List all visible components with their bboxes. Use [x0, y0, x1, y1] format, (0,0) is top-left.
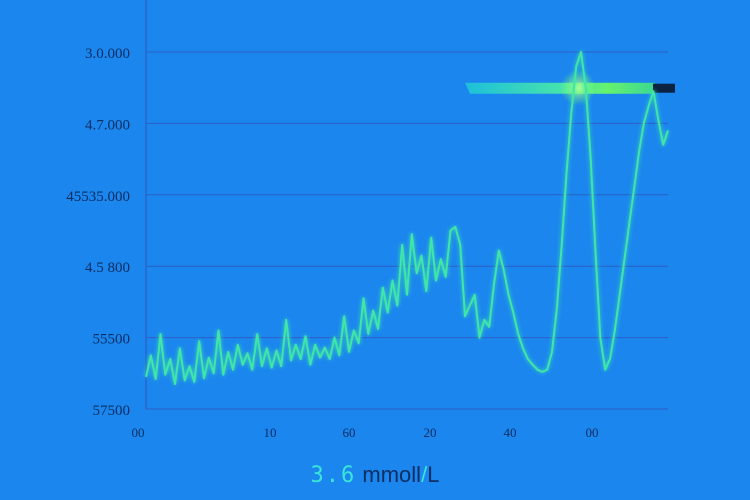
y-tick-label-5: 57500: [93, 403, 131, 419]
readout-unit: mmoll: [362, 462, 422, 487]
glucose-readout: 3.6 mmoll/L: [0, 462, 750, 488]
y-tick-label-1: 4.7.000: [85, 117, 130, 133]
x-tick-label-2: 60: [343, 425, 356, 440]
readout-value: 3.6: [310, 463, 357, 488]
highlight-bar-cap: [653, 83, 675, 93]
x-tick-label-0: 00: [132, 425, 145, 440]
x-tick-label-5: 00: [586, 425, 599, 440]
y-tick-label-3: 4.5 800: [85, 260, 130, 276]
x-tick-label-4: 40: [504, 425, 517, 440]
series-line: [145, 51, 669, 385]
readout-unit-tail: L: [427, 462, 440, 487]
y-tick-label-0: 3.0.000: [85, 46, 130, 62]
y-tick-label-2: 45535.000: [66, 189, 130, 205]
highlight-bar: [465, 82, 655, 94]
y-tick-label-4: 55500: [93, 332, 131, 348]
highlight-flare: [560, 69, 596, 106]
readout-slash: /: [421, 462, 428, 487]
x-tick-label-3: 20: [424, 425, 437, 440]
x-tick-label-1: 10: [264, 425, 277, 440]
